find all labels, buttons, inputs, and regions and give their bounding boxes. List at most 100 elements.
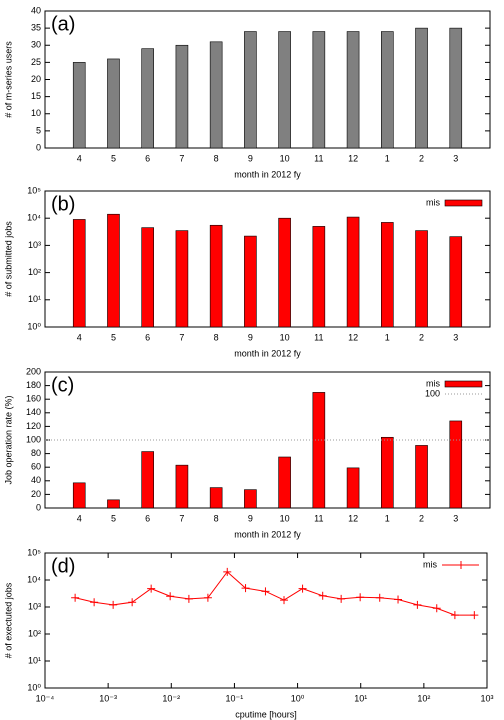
point-marker bbox=[432, 604, 441, 613]
legend-label: mis bbox=[426, 197, 440, 207]
x-axis-label: cputime [hours] bbox=[235, 709, 297, 719]
x-tick-label: 10⁰ bbox=[291, 693, 305, 703]
x-tick-label: 8 bbox=[214, 332, 219, 342]
y-tick-label: 35 bbox=[31, 23, 41, 33]
x-tick-label: 3 bbox=[453, 153, 458, 163]
bar bbox=[107, 58, 120, 149]
point-marker bbox=[261, 587, 270, 596]
y-tick-label: 40 bbox=[31, 475, 41, 485]
point-marker bbox=[470, 611, 479, 620]
bar bbox=[381, 31, 394, 149]
y-tick-label: 25 bbox=[31, 57, 41, 67]
y-tick-label: 140 bbox=[26, 407, 41, 417]
y-tick-label: 20 bbox=[31, 489, 41, 499]
x-tick-label: 4 bbox=[77, 513, 82, 523]
x-tick-label: 11 bbox=[314, 513, 323, 523]
bar bbox=[278, 217, 291, 328]
y-tick-label: 10¹ bbox=[28, 294, 41, 304]
bar bbox=[449, 236, 463, 328]
y-tick-label: 200 bbox=[26, 366, 41, 376]
x-tick-label: 10⁻⁴ bbox=[36, 693, 55, 703]
bar bbox=[381, 222, 394, 328]
x-tick-label: 12 bbox=[348, 153, 358, 163]
x-tick-label: 5 bbox=[111, 513, 116, 523]
y-tick-label: 10⁴ bbox=[27, 213, 41, 223]
point-marker bbox=[413, 600, 422, 609]
point-marker bbox=[71, 593, 80, 602]
point-marker bbox=[280, 596, 289, 605]
bar bbox=[415, 445, 428, 509]
x-tick-label: 6 bbox=[145, 513, 150, 523]
bar bbox=[107, 499, 120, 509]
y-tick-label: 0 bbox=[36, 502, 41, 512]
plot-frame bbox=[44, 190, 491, 328]
y-tick-label: 20 bbox=[31, 74, 41, 84]
x-tick-label: 12 bbox=[348, 513, 358, 523]
bar bbox=[346, 31, 360, 149]
x-tick-label: 4 bbox=[77, 332, 82, 342]
point-marker bbox=[223, 567, 232, 576]
point-marker bbox=[147, 584, 156, 593]
y-tick-label: 120 bbox=[26, 421, 41, 431]
y-tick-label: 10⁵ bbox=[27, 185, 41, 195]
data-line bbox=[75, 571, 475, 616]
x-tick-label: 10³ bbox=[480, 693, 493, 703]
y-tick-label: 80 bbox=[31, 448, 41, 458]
legend-label: mis bbox=[423, 559, 437, 569]
y-tick-label: 30 bbox=[31, 40, 41, 50]
y-tick-label: 15 bbox=[31, 91, 41, 101]
x-tick-label: 4 bbox=[77, 153, 82, 163]
point-marker bbox=[318, 591, 327, 600]
y-tick-label: 0 bbox=[36, 142, 41, 152]
y-axis-label: Job operation rate (%) bbox=[3, 395, 13, 484]
x-tick-label: 1 bbox=[385, 513, 390, 523]
bar bbox=[141, 48, 154, 149]
panel-label: (d) bbox=[51, 555, 75, 577]
bar bbox=[209, 41, 223, 149]
point-marker bbox=[450, 611, 459, 620]
x-tick-label: 7 bbox=[179, 153, 184, 163]
x-tick-label: 5 bbox=[111, 153, 116, 163]
bar bbox=[141, 451, 154, 509]
bar bbox=[449, 420, 463, 509]
bar bbox=[312, 226, 326, 328]
bar bbox=[346, 467, 360, 509]
x-tick-label: 10² bbox=[417, 693, 430, 703]
x-tick-label: 6 bbox=[145, 153, 150, 163]
y-tick-label: 10³ bbox=[28, 601, 41, 611]
point-marker bbox=[394, 595, 403, 604]
point-marker bbox=[109, 600, 118, 609]
y-tick-label: 5 bbox=[36, 125, 41, 135]
bar bbox=[72, 482, 86, 509]
bar bbox=[244, 31, 257, 149]
y-tick-label: 10 bbox=[31, 108, 41, 118]
point-marker bbox=[203, 593, 212, 602]
bar bbox=[175, 44, 189, 149]
point-marker bbox=[375, 593, 384, 602]
point-marker bbox=[90, 598, 99, 607]
x-tick-label: 8 bbox=[214, 513, 219, 523]
y-tick-label: 10⁵ bbox=[27, 547, 41, 557]
x-tick-label: 9 bbox=[248, 513, 253, 523]
bar bbox=[244, 489, 257, 509]
point-marker bbox=[337, 594, 346, 603]
x-tick-label: 2 bbox=[419, 153, 424, 163]
bar bbox=[312, 392, 326, 509]
x-tick-label: 9 bbox=[248, 153, 253, 163]
legend-swatch bbox=[444, 199, 483, 207]
x-tick-label: 10⁻³ bbox=[99, 693, 117, 703]
x-tick-label: 10⁻¹ bbox=[226, 693, 244, 703]
bar bbox=[415, 230, 428, 328]
x-tick-label: 12 bbox=[348, 332, 358, 342]
legend-marker bbox=[457, 561, 465, 569]
bar bbox=[141, 227, 154, 328]
x-tick-label: 10⁻² bbox=[162, 693, 180, 703]
y-tick-label: 10³ bbox=[28, 240, 41, 250]
x-axis-label: month in 2012 fy bbox=[234, 348, 301, 358]
bar bbox=[244, 235, 257, 328]
x-tick-label: 11 bbox=[314, 332, 323, 342]
y-tick-label: 60 bbox=[31, 462, 41, 472]
point-marker bbox=[298, 584, 307, 593]
point-marker bbox=[184, 594, 193, 603]
